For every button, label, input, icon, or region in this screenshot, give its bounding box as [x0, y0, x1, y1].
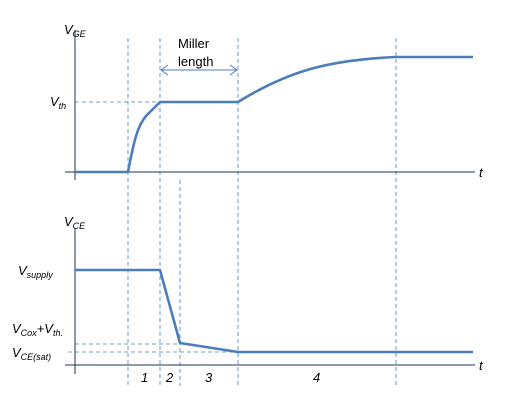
arrow-head — [160, 64, 169, 76]
annotation: Miller — [178, 36, 210, 51]
interval-label: 1 — [141, 370, 148, 385]
guides — [68, 38, 397, 386]
interval-label: 4 — [313, 370, 320, 385]
y-label: VCE — [64, 214, 86, 231]
y-label: VGE — [64, 22, 87, 39]
interval-label: 3 — [205, 370, 213, 385]
x-label: t — [479, 358, 484, 373]
collector-voltage-curve — [75, 268, 473, 354]
top-axes — [65, 30, 475, 180]
threshold-label: Vth — [50, 94, 66, 111]
annotation: length — [178, 54, 213, 69]
gate-voltage-curve — [75, 55, 473, 174]
mid-label: VCox+Vth. — [12, 321, 63, 338]
x-label: t — [479, 165, 484, 180]
bottom-axes — [65, 228, 475, 374]
interval-label: 2 — [165, 370, 174, 385]
sat-label: VCE(sat) — [12, 345, 51, 362]
arrow-head — [229, 64, 238, 76]
miller-arrow — [160, 64, 238, 76]
supply-label: Vsupply — [18, 263, 53, 280]
